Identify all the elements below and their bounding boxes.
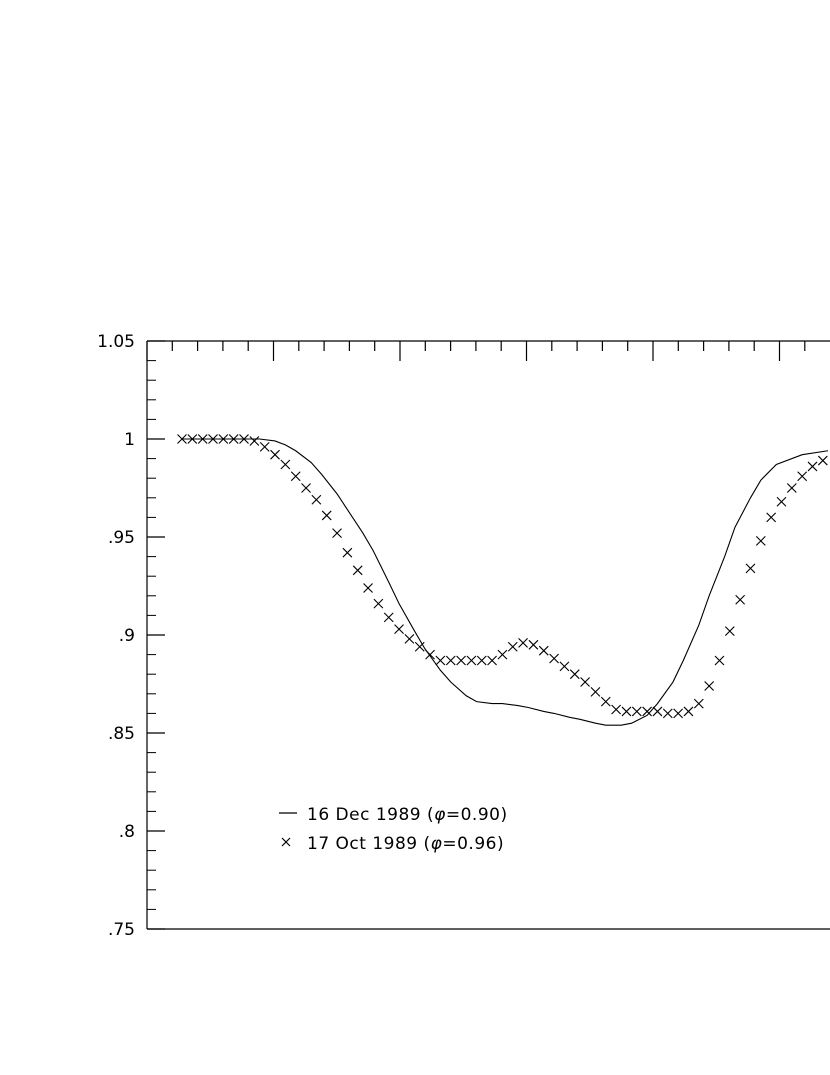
data-point-x-marker [507, 641, 518, 652]
data-point-x-marker [383, 612, 394, 623]
data-point-x-marker [724, 626, 735, 636]
data-point-x-marker [301, 483, 311, 493]
data-point-x-marker [363, 583, 373, 593]
data-point-x-marker [404, 634, 415, 644]
y-tick-label: 1 [124, 430, 135, 450]
data-point-x-marker [445, 655, 456, 666]
data-point-x-marker [528, 639, 539, 650]
data-point-x-marker [197, 434, 208, 444]
data-point-x-marker [590, 686, 601, 697]
data-point-x-marker [580, 677, 590, 687]
data-point-x-marker [538, 645, 549, 656]
data-point-x-marker [332, 528, 342, 538]
x-ticks [146, 341, 806, 361]
data-point-x-marker [373, 598, 384, 609]
data-point-x-marker [280, 459, 291, 470]
data-point-x-marker [549, 653, 559, 664]
data-point-x-marker [311, 494, 322, 505]
data-point-x-marker [187, 434, 198, 444]
data-point-x-marker [776, 496, 787, 507]
y-tick-label: 1.05 [97, 332, 135, 352]
data-point-x-marker [652, 706, 663, 717]
legend-label-2: 17 Oct 1989 (φ=0.96) [307, 834, 504, 854]
data-point-x-marker [807, 461, 818, 472]
data-point-x-marker [218, 434, 229, 444]
data-point-x-marker [249, 436, 260, 446]
y-tick-label: .85 [108, 724, 135, 744]
data-point-x-marker [600, 696, 611, 707]
data-point-x-marker [342, 547, 353, 558]
data-point-x-marker [786, 483, 797, 493]
data-point-x-marker [394, 624, 404, 635]
y-tick-label: .8 [119, 822, 135, 842]
data-point-x-marker [239, 434, 249, 444]
data-point-x-marker [683, 706, 694, 717]
data-point-x-marker [270, 449, 280, 460]
data-point-x-marker [642, 706, 653, 717]
data-point-x-marker [487, 655, 497, 666]
data-point-x-marker [704, 681, 715, 691]
data-point-x-marker [425, 649, 435, 660]
data-point-x-marker [518, 637, 528, 648]
series-layer [177, 434, 829, 726]
data-point-x-marker [673, 708, 684, 719]
data-point-x-marker [466, 655, 477, 666]
data-point-x-marker [662, 708, 673, 719]
data-point-x-marker [497, 649, 508, 660]
data-point-x-marker [259, 441, 270, 452]
series-line-16dec1989 [182, 438, 829, 726]
legend-label-1: 16 Dec 1989 (φ=0.90) [307, 805, 508, 825]
data-point-x-marker [569, 669, 580, 680]
legend: 16 Dec 1989 (φ=0.90) 17 Oct 1989 (φ=0.96… [279, 805, 508, 854]
data-point-x-marker [766, 512, 777, 523]
data-point-x-marker [714, 655, 725, 666]
data-point-x-marker [745, 563, 756, 574]
legend-x-marker [281, 837, 291, 847]
data-point-x-marker [352, 565, 363, 576]
y-tick-label: .95 [108, 528, 135, 548]
data-point-x-marker [631, 706, 642, 717]
data-point-x-marker [755, 536, 766, 546]
data-point-x-marker [693, 698, 704, 709]
y-tick-label: .9 [119, 626, 135, 646]
data-point-x-marker [228, 434, 239, 444]
data-point-x-marker [621, 706, 632, 717]
data-point-x-marker [321, 510, 332, 521]
data-point-x-marker [208, 434, 218, 444]
data-point-x-marker [817, 455, 828, 466]
data-point-x-marker [797, 471, 808, 482]
y-tick-label: .75 [108, 920, 135, 940]
data-point-x-marker [414, 641, 425, 652]
data-point-x-marker [476, 655, 487, 666]
y-ticks: 1.05 1 .95 .9 .85 .8 .75 [97, 332, 165, 940]
data-point-x-marker [177, 434, 187, 444]
data-point-x-marker [435, 655, 446, 666]
data-point-x-marker [735, 594, 746, 605]
data-point-x-marker [456, 655, 466, 666]
data-point-x-marker [290, 471, 301, 482]
data-point-x-marker [611, 704, 622, 715]
data-point-x-marker [559, 661, 570, 672]
